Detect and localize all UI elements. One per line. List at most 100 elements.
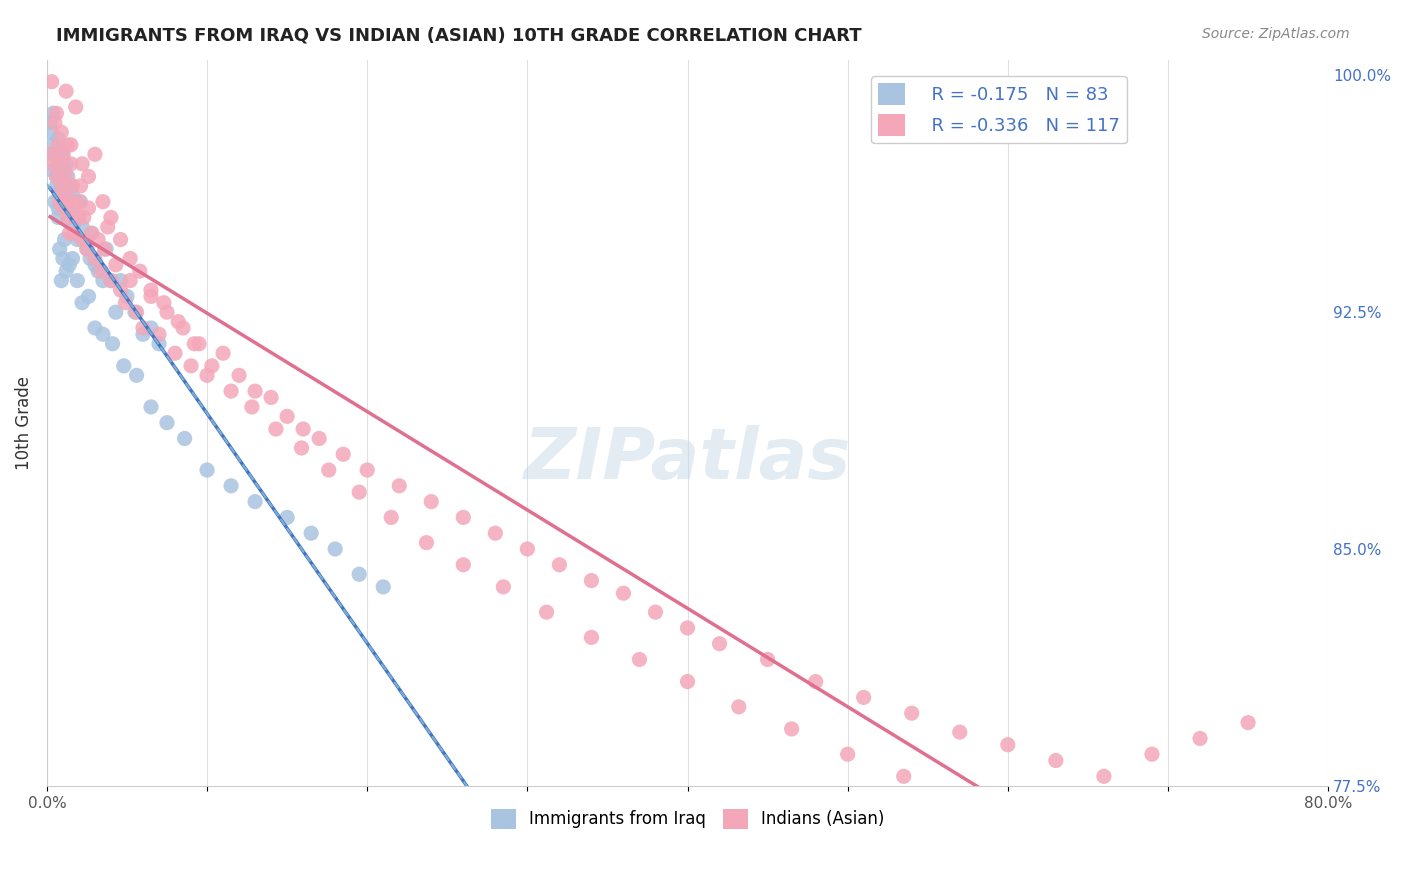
Point bbox=[756, 652, 779, 666]
Point bbox=[52, 169, 75, 184]
Point bbox=[56, 137, 79, 152]
Point bbox=[53, 188, 76, 202]
Point bbox=[172, 321, 194, 335]
Point bbox=[84, 321, 107, 335]
Point bbox=[114, 295, 136, 310]
Point bbox=[548, 558, 571, 572]
Point bbox=[41, 75, 63, 89]
Point bbox=[156, 416, 179, 430]
Point bbox=[201, 359, 224, 373]
Point bbox=[163, 346, 186, 360]
Point bbox=[997, 738, 1019, 752]
Point bbox=[101, 336, 124, 351]
Point bbox=[44, 147, 66, 161]
Point bbox=[228, 368, 250, 383]
Point bbox=[48, 242, 70, 256]
Point bbox=[492, 580, 515, 594]
Point bbox=[48, 188, 70, 202]
Point bbox=[308, 432, 330, 446]
Point bbox=[183, 336, 205, 351]
Point bbox=[48, 163, 70, 178]
Point bbox=[55, 157, 77, 171]
Point bbox=[42, 106, 65, 120]
Point bbox=[240, 400, 263, 414]
Point bbox=[67, 194, 90, 209]
Point bbox=[188, 336, 211, 351]
Point bbox=[139, 283, 162, 297]
Point bbox=[48, 185, 70, 199]
Point bbox=[80, 226, 103, 240]
Point bbox=[45, 169, 67, 184]
Point bbox=[70, 233, 93, 247]
Point bbox=[70, 295, 93, 310]
Point bbox=[276, 510, 298, 524]
Point bbox=[46, 157, 69, 171]
Point bbox=[73, 233, 96, 247]
Point bbox=[80, 226, 103, 240]
Point bbox=[70, 157, 93, 171]
Point bbox=[148, 336, 170, 351]
Point bbox=[44, 147, 66, 161]
Point bbox=[120, 274, 142, 288]
Point bbox=[104, 305, 127, 319]
Point bbox=[276, 409, 298, 424]
Point bbox=[39, 116, 62, 130]
Point bbox=[84, 252, 107, 266]
Point bbox=[420, 494, 443, 508]
Point bbox=[46, 211, 69, 225]
Point bbox=[104, 258, 127, 272]
Text: Source: ZipAtlas.com: Source: ZipAtlas.com bbox=[1202, 27, 1350, 41]
Point bbox=[46, 131, 69, 145]
Point bbox=[53, 233, 76, 247]
Point bbox=[900, 706, 922, 721]
Point bbox=[48, 194, 70, 209]
Point bbox=[100, 211, 122, 225]
Point bbox=[676, 621, 699, 635]
Point bbox=[65, 201, 87, 215]
Point bbox=[837, 747, 859, 762]
Point bbox=[125, 305, 148, 319]
Point bbox=[100, 274, 122, 288]
Point bbox=[69, 178, 91, 193]
Point bbox=[73, 211, 96, 225]
Point bbox=[53, 185, 76, 199]
Point bbox=[52, 147, 75, 161]
Point bbox=[347, 485, 370, 500]
Point bbox=[581, 574, 603, 588]
Point bbox=[318, 463, 340, 477]
Point bbox=[77, 169, 100, 184]
Point bbox=[153, 295, 176, 310]
Point bbox=[41, 125, 63, 139]
Point bbox=[52, 147, 75, 161]
Point bbox=[709, 637, 731, 651]
Point bbox=[952, 791, 974, 805]
Point bbox=[219, 384, 242, 398]
Point bbox=[56, 194, 79, 209]
Point bbox=[893, 769, 915, 783]
Point bbox=[195, 463, 218, 477]
Point bbox=[46, 201, 69, 215]
Point bbox=[52, 252, 75, 266]
Point bbox=[219, 479, 242, 493]
Point bbox=[52, 201, 75, 215]
Text: ZIPatlas: ZIPatlas bbox=[524, 425, 851, 493]
Point bbox=[112, 359, 135, 373]
Point bbox=[69, 194, 91, 209]
Point bbox=[58, 211, 80, 225]
Point bbox=[52, 201, 75, 215]
Point bbox=[173, 432, 195, 446]
Point bbox=[56, 169, 79, 184]
Point bbox=[91, 274, 114, 288]
Point bbox=[1140, 747, 1163, 762]
Point bbox=[292, 422, 315, 436]
Point bbox=[91, 194, 114, 209]
Point bbox=[84, 147, 107, 161]
Point bbox=[347, 567, 370, 582]
Point bbox=[852, 690, 875, 705]
Point bbox=[1092, 769, 1115, 783]
Point bbox=[62, 188, 84, 202]
Point bbox=[45, 169, 67, 184]
Point bbox=[42, 137, 65, 152]
Y-axis label: 10th Grade: 10th Grade bbox=[15, 376, 32, 470]
Point bbox=[949, 725, 972, 739]
